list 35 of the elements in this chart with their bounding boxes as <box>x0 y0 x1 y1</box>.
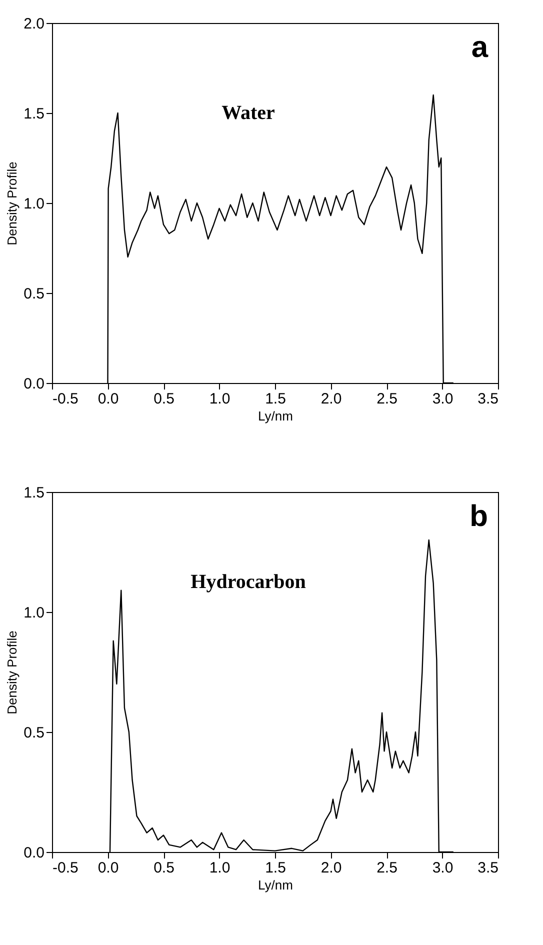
y-tick-label: 1.0 <box>24 604 44 622</box>
y-tick-label: 1.5 <box>24 484 44 502</box>
x-tick-label: 2.5 <box>376 860 398 876</box>
x-tick-label: 0.5 <box>154 390 174 408</box>
x-tick-label: 3.0 <box>432 860 454 876</box>
y-tick-label: 0.0 <box>24 376 44 392</box>
y-axis-title: Density Profile <box>4 162 20 246</box>
y-tick-label: 2.0 <box>24 16 44 32</box>
annotation: Hydrocarbon <box>190 571 306 593</box>
x-tick-label: 2.0 <box>320 390 342 408</box>
y-tick-label: 0.0 <box>24 844 44 862</box>
y-tick-label: 1.0 <box>24 196 44 212</box>
x-tick-label: 0.0 <box>98 860 119 876</box>
x-tick-label: 1.0 <box>209 390 230 408</box>
annotation: Water <box>222 102 276 124</box>
x-axis-title: Ly/nm <box>258 878 293 892</box>
annotation: b <box>470 500 488 533</box>
x-tick-label: 1.5 <box>265 860 286 876</box>
x-axis-title: Ly/nm <box>258 408 293 424</box>
x-tick-label: 1.0 <box>209 860 230 876</box>
x-tick-label: 1.5 <box>265 390 286 408</box>
y-axis-title: Density Profile <box>4 630 20 714</box>
x-tick-label: 0.0 <box>98 390 119 408</box>
y-tick-label: 0.5 <box>24 724 44 742</box>
x-tick-label: -0.5 <box>52 860 78 876</box>
x-tick-label: -0.5 <box>52 390 78 408</box>
x-tick-label: 3.5 <box>478 390 498 408</box>
y-tick-label: 0.5 <box>24 286 44 302</box>
x-tick-label: 2.0 <box>320 860 342 876</box>
x-tick-label: 0.5 <box>154 860 174 876</box>
x-tick-label: 3.5 <box>478 860 498 876</box>
annotation: a <box>471 31 488 64</box>
x-tick-label: 3.0 <box>432 390 454 408</box>
x-tick-label: 2.5 <box>376 390 398 408</box>
y-tick-label: 1.5 <box>24 106 44 122</box>
